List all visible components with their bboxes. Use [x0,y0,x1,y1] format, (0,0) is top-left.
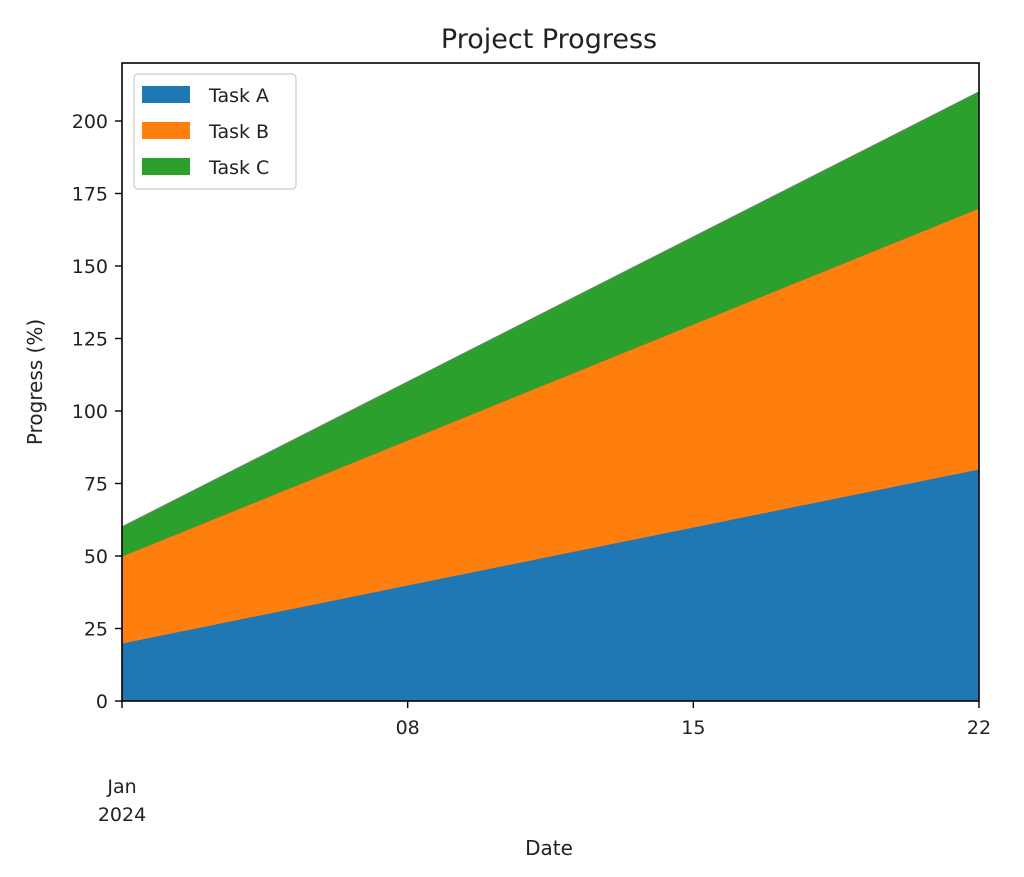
x-axis: Jan 2024 08 15 22 [98,701,991,826]
legend-label: Task A [208,85,269,107]
x-tick-label: 22 [967,717,991,739]
y-tick-label: 175 [72,184,108,206]
x-tick-label: 08 [396,717,420,739]
legend-swatch [142,122,190,139]
y-tick-label: 75 [84,474,108,496]
y-tick-label: 125 [72,329,108,351]
legend-swatch [142,86,190,103]
legend-label: Task C [208,157,269,179]
x-tick-label: 2024 [98,804,146,826]
y-tick-label: 100 [72,401,108,423]
legend-swatch [142,158,190,175]
legend-label: Task B [208,121,269,143]
y-axis-label: Progress (%) [23,319,47,445]
x-axis-label: Date [525,836,573,860]
y-tick-label: 150 [72,256,108,278]
x-tick-label: 15 [681,717,705,739]
legend: Task A Task B Task C [133,73,297,190]
y-tick-label: 200 [72,111,108,133]
plot-areas [121,91,980,702]
chart-title: Project Progress [441,24,657,55]
y-axis: 0 25 50 75 100 125 150 175 200 [72,111,122,713]
plot-frame [121,62,980,702]
x-tick-label: Jan [106,776,136,798]
y-tick-label: 50 [84,546,108,568]
y-tick-label: 0 [96,691,108,713]
y-tick-label: 25 [84,619,108,641]
